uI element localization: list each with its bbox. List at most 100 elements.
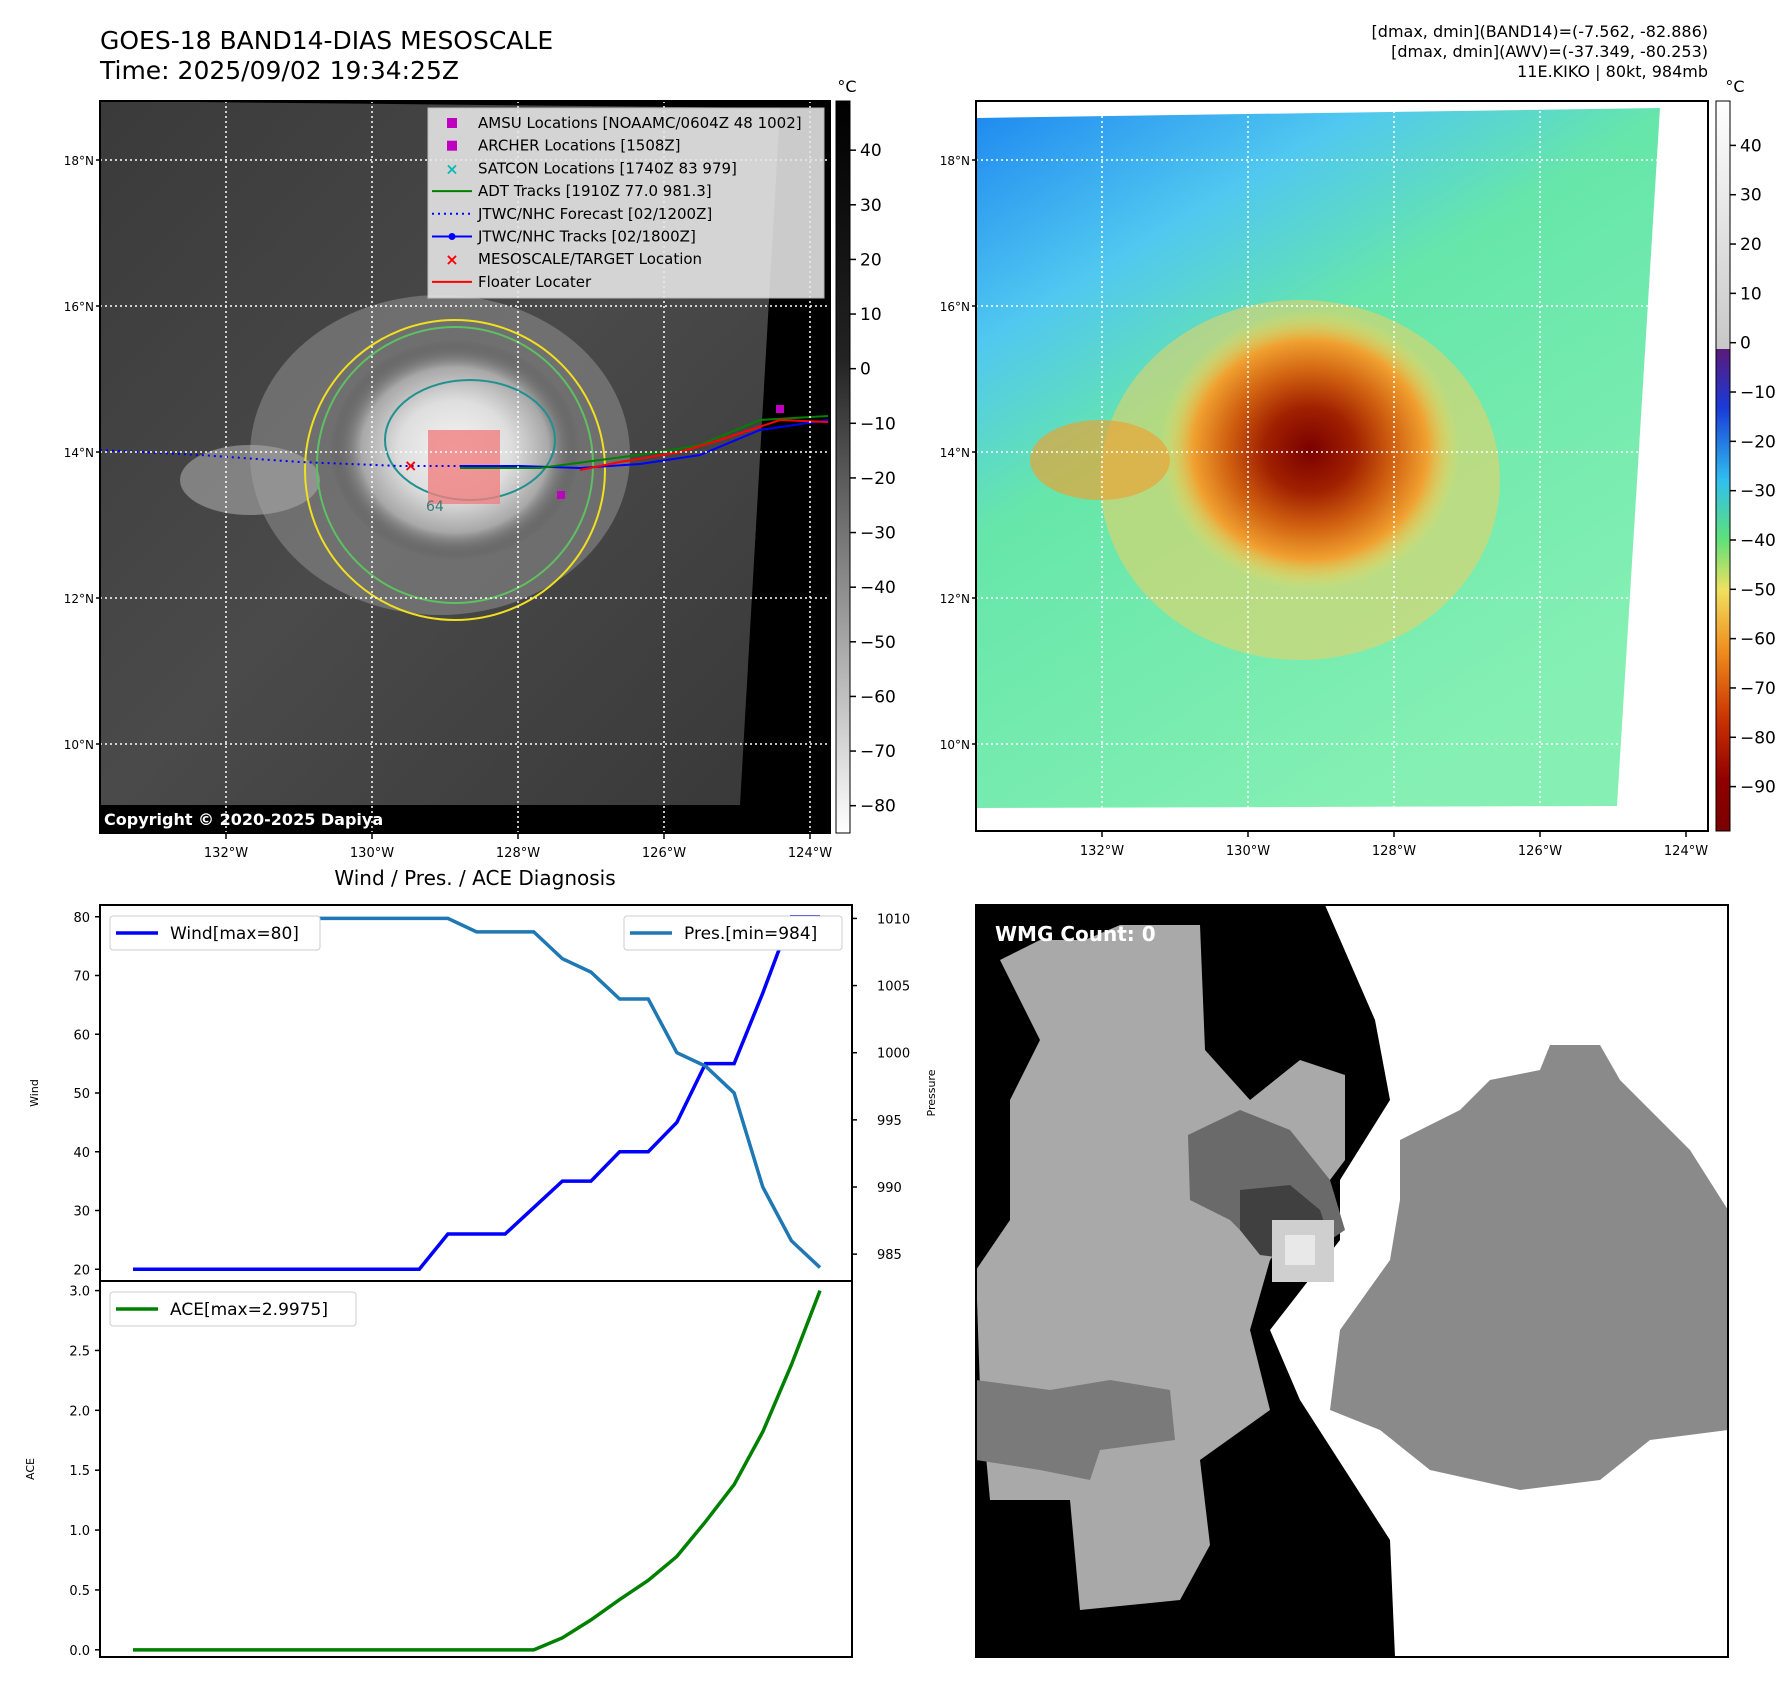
ir-colorbar: °C 40 30 20 10 0 −10 −20 −30 −40 −50 −60 −70 −80 bbox=[835, 77, 896, 834]
ace-frame bbox=[99, 1280, 853, 1658]
pressure-legend-box bbox=[623, 915, 843, 951]
legend-label: Floater Locater bbox=[478, 273, 592, 291]
awv-gridlines bbox=[976, 101, 1708, 831]
awv-colorbar-tick-label: −90 bbox=[1740, 778, 1776, 798]
awv-lon-label: 124°W bbox=[1664, 844, 1708, 859]
ir-colorbar-tick-label: −40 bbox=[860, 578, 896, 598]
ir-rainband-west bbox=[180, 445, 320, 515]
info-band14: [dmax, dmin](BAND14)=(-7.562, -82.886) bbox=[1371, 22, 1708, 41]
ir-lon-label: 126°W bbox=[642, 846, 686, 861]
ir-legend: AMSU Locations [NOAAMC/0604Z 48 1002] ARC… bbox=[427, 107, 825, 299]
ace-tick-label: 3.0 bbox=[69, 1285, 90, 1300]
wmg-panel: WMG Count: 0 bbox=[975, 904, 1729, 1658]
pressure-axis-label: Pressure bbox=[925, 1069, 938, 1116]
pressure-tick-label: 1005 bbox=[877, 980, 910, 995]
legend-label: JTWC/NHC Forecast [02/1200Z] bbox=[477, 205, 712, 223]
awv-colorbar-tick-label: 20 bbox=[1740, 235, 1762, 255]
ir-colorbar-tick-label: −10 bbox=[860, 414, 896, 434]
diagnosis-panel: Wind / Pres. / ACE Diagnosis 20 30 40 50 60 7… bbox=[24, 866, 938, 1659]
ir-legend-box bbox=[427, 107, 825, 299]
ace-tick-label: 1.0 bbox=[69, 1524, 90, 1539]
wind-tick-label: 70 bbox=[73, 970, 90, 985]
awv-colorbar-tick-label: −50 bbox=[1740, 580, 1776, 600]
awv-lon-label: 132°W bbox=[1080, 844, 1124, 859]
ir-contour-yellow bbox=[304, 319, 606, 621]
awv-lat-label: 16°N bbox=[940, 300, 970, 314]
wind-tick-label: 60 bbox=[73, 1028, 90, 1043]
awv-lat-label: 14°N bbox=[940, 446, 970, 460]
ace-tick-label: 0.0 bbox=[69, 1644, 90, 1659]
ir-lat-label: 12°N bbox=[64, 592, 94, 606]
awv-colorbar-tick-label: −20 bbox=[1740, 432, 1776, 452]
awv-colorbar-tick-label: −80 bbox=[1740, 728, 1776, 748]
awv-storm bbox=[1160, 310, 1460, 590]
ir-colorbar-tick-label: −70 bbox=[860, 742, 896, 762]
awv-colorbar-tick-label: −60 bbox=[1740, 630, 1776, 650]
awv-colorbar-tick-label: −10 bbox=[1740, 383, 1776, 403]
legend-label: AMSU Locations [NOAAMC/0604Z 48 1002] bbox=[478, 114, 802, 132]
figure-title: GOES-18 BAND14-DIAS MESOSCALE bbox=[100, 26, 554, 55]
wind-legend-box bbox=[109, 915, 321, 951]
wmg-count-label: WMG Count: 0 bbox=[995, 922, 1156, 946]
ace-legend-label: ACE[max=2.9975] bbox=[170, 1300, 328, 1320]
awv-map-frame bbox=[975, 100, 1709, 832]
awv-lon-label: 126°W bbox=[1518, 844, 1562, 859]
info-storm: 11E.KIKO | 80kt, 984mb bbox=[1517, 62, 1708, 81]
ir-lon-label: 128°W bbox=[496, 846, 540, 861]
ir-contour-green bbox=[316, 326, 594, 604]
wind-series-line bbox=[133, 915, 820, 1271]
wind-tick-label: 20 bbox=[73, 1263, 90, 1278]
wind-pres-frame bbox=[99, 904, 853, 1282]
wind-tick-label: 40 bbox=[73, 1146, 90, 1161]
wmg-eye-core bbox=[1285, 1235, 1315, 1265]
ace-tick-label: 1.5 bbox=[69, 1464, 90, 1479]
pressure-tick-label: 1000 bbox=[877, 1047, 910, 1062]
ace-axis-label: ACE bbox=[24, 1458, 37, 1480]
amsu-marker bbox=[557, 491, 565, 499]
ir-lat-label: 14°N bbox=[64, 446, 94, 460]
legend-marker-square bbox=[447, 140, 457, 151]
floater-track bbox=[579, 418, 829, 471]
wmg-gray-region-right bbox=[1330, 1045, 1728, 1490]
contour-label-64: 64 bbox=[426, 499, 444, 515]
awv-lat-label: 10°N bbox=[940, 738, 970, 752]
ace-tick-label: 0.5 bbox=[69, 1584, 90, 1599]
ir-lat-label: 18°N bbox=[64, 154, 94, 168]
info-awv: [dmax, dmin](AWV)=(-37.349, -80.253) bbox=[1391, 42, 1708, 61]
legend-marker-dot bbox=[448, 233, 456, 240]
awv-lat-label: 18°N bbox=[940, 154, 970, 168]
ir-lon-label: 132°W bbox=[204, 846, 248, 861]
ir-colorbar-tick-label: 30 bbox=[860, 196, 882, 216]
pressure-tick-label: 985 bbox=[877, 1248, 902, 1263]
diagnosis-title: Wind / Pres. / ACE Diagnosis bbox=[334, 866, 615, 890]
ir-colorbar-tick-label: 20 bbox=[860, 250, 882, 270]
ace-legend-box bbox=[109, 1291, 357, 1327]
ir-map-panel: 64 × AMSU Locations [NOAAMC/0604Z 48 100… bbox=[64, 100, 832, 861]
awv-colorbar-tick-label: 0 bbox=[1740, 334, 1751, 354]
legend-marker-x: × bbox=[445, 159, 458, 178]
pressure-legend-label: Pres.[min=984] bbox=[684, 924, 817, 944]
ir-map-frame bbox=[99, 100, 831, 834]
ir-colorbar-unit: °C bbox=[837, 77, 856, 96]
legend-label: SATCON Locations [1740Z 83 979] bbox=[478, 159, 737, 177]
legend-label: ADT Tracks [1910Z 77.0 981.3] bbox=[478, 182, 712, 200]
ace-tick-label: 2.5 bbox=[69, 1344, 90, 1359]
ir-lat-label: 16°N bbox=[64, 300, 94, 314]
awv-lat-label: 12°N bbox=[940, 592, 970, 606]
pressure-tick-label: 990 bbox=[877, 1181, 902, 1196]
ir-colorbar-tick-label: −20 bbox=[860, 469, 896, 489]
awv-lon-label: 128°W bbox=[1372, 844, 1416, 859]
ir-colorbar-tick-label: −80 bbox=[860, 797, 896, 817]
ir-colorbar-tick-label: −50 bbox=[860, 633, 896, 653]
legend-label: ARCHER Locations [1508Z] bbox=[478, 137, 681, 155]
legend-label: JTWC/NHC Tracks [02/1800Z] bbox=[477, 228, 696, 246]
awv-map-panel: 18°N 16°N 14°N 12°N 10°N 132°W 130°W 128°W 126°… bbox=[940, 100, 1709, 859]
ace-tick-label: 2.0 bbox=[69, 1404, 90, 1419]
awv-colorbar-tick-label: −40 bbox=[1740, 531, 1776, 551]
archer-marker bbox=[776, 405, 784, 413]
jtwc-forecast-track bbox=[99, 449, 460, 467]
awv-rainband-west bbox=[1030, 420, 1170, 500]
wmg-gray-region-sw bbox=[976, 1380, 1175, 1480]
awv-colorbar-tick-label: 10 bbox=[1740, 284, 1762, 304]
awv-colorbar-gradient bbox=[1715, 100, 1731, 832]
